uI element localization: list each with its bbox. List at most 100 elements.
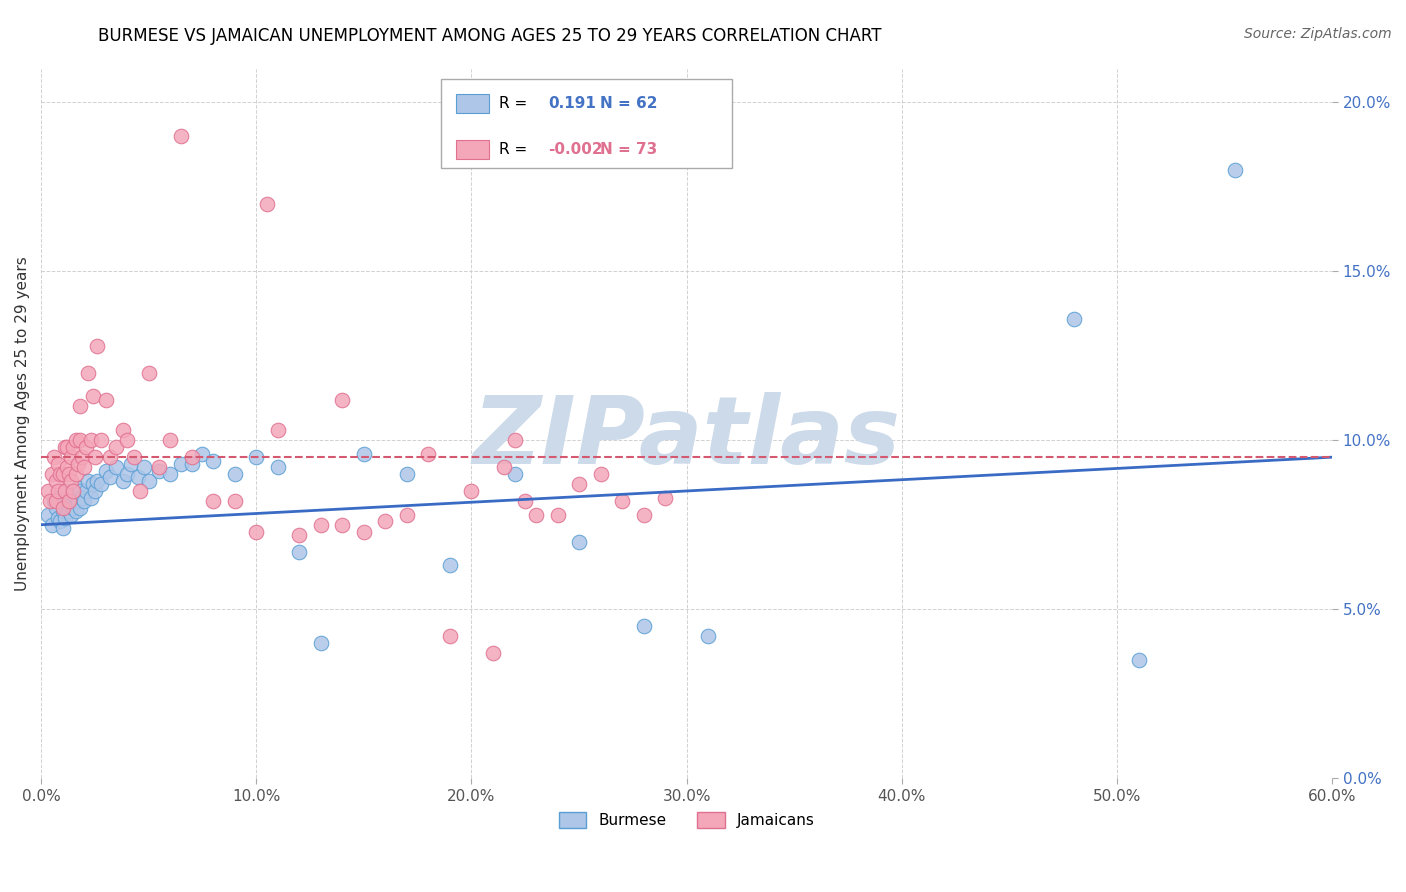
Legend: Burmese, Jamaicans: Burmese, Jamaicans <box>553 806 821 834</box>
Point <box>224 467 246 481</box>
Point <box>245 450 267 465</box>
Point <box>460 483 482 498</box>
Text: Source: ZipAtlas.com: Source: ZipAtlas.com <box>1244 27 1392 41</box>
Point <box>79 491 101 505</box>
Point <box>56 500 79 515</box>
Point <box>37 508 59 522</box>
Point <box>70 450 93 465</box>
Point <box>62 500 84 515</box>
Text: -0.002: -0.002 <box>548 142 603 157</box>
Point <box>170 129 193 144</box>
Point <box>568 534 591 549</box>
Point <box>202 494 225 508</box>
Point <box>633 508 655 522</box>
Point <box>105 460 128 475</box>
Point <box>98 470 121 484</box>
Point <box>82 477 104 491</box>
Point <box>111 474 134 488</box>
Point <box>58 491 80 505</box>
FancyBboxPatch shape <box>456 140 489 159</box>
Point <box>56 483 79 498</box>
Point <box>58 504 80 518</box>
Y-axis label: Unemployment Among Ages 25 to 29 years: Unemployment Among Ages 25 to 29 years <box>15 256 30 591</box>
Point <box>53 511 76 525</box>
Point <box>75 440 97 454</box>
Point <box>418 447 440 461</box>
Point <box>69 400 91 414</box>
Point <box>515 494 537 508</box>
Point <box>180 457 202 471</box>
Point <box>58 494 80 508</box>
Point <box>148 460 170 475</box>
Point <box>267 423 290 437</box>
Point <box>60 474 83 488</box>
Point <box>202 453 225 467</box>
Point <box>86 474 108 488</box>
Point <box>69 483 91 498</box>
Point <box>654 491 676 505</box>
Point <box>62 487 84 501</box>
Point <box>46 483 69 498</box>
Point <box>492 460 515 475</box>
Point <box>309 517 332 532</box>
Point <box>94 392 117 407</box>
Point <box>52 500 75 515</box>
Point <box>38 494 60 508</box>
Point <box>288 545 311 559</box>
Point <box>374 515 396 529</box>
FancyBboxPatch shape <box>441 79 733 168</box>
Point <box>60 450 83 465</box>
Point <box>115 434 138 448</box>
Point <box>56 440 79 454</box>
Point <box>41 517 63 532</box>
Text: R =: R = <box>499 142 527 157</box>
Point <box>482 646 505 660</box>
Point <box>46 491 69 505</box>
Point <box>62 483 84 498</box>
Text: N = 73: N = 73 <box>600 142 658 157</box>
Point <box>589 467 612 481</box>
Point <box>610 494 633 508</box>
Point <box>69 434 91 448</box>
Point <box>79 434 101 448</box>
Text: BURMESE VS JAMAICAN UNEMPLOYMENT AMONG AGES 25 TO 29 YEARS CORRELATION CHART: BURMESE VS JAMAICAN UNEMPLOYMENT AMONG A… <box>98 27 882 45</box>
Point <box>45 500 67 515</box>
Point <box>53 440 76 454</box>
Point <box>66 457 89 471</box>
Point <box>180 450 202 465</box>
Point <box>52 467 75 481</box>
Text: N = 62: N = 62 <box>600 95 658 111</box>
Point <box>138 474 160 488</box>
Point <box>58 467 80 481</box>
Point <box>49 515 72 529</box>
Point <box>84 450 107 465</box>
Point <box>1225 162 1247 177</box>
Point <box>138 366 160 380</box>
Point <box>170 457 193 471</box>
Point <box>267 460 290 475</box>
Point <box>41 467 63 481</box>
Point <box>503 434 526 448</box>
Point <box>84 483 107 498</box>
Point <box>353 524 375 539</box>
Point <box>46 457 69 471</box>
Point <box>53 483 76 498</box>
Point <box>121 457 143 471</box>
Point <box>224 494 246 508</box>
Point <box>37 483 59 498</box>
Point <box>547 508 569 522</box>
Point <box>633 619 655 633</box>
Point <box>82 389 104 403</box>
Point <box>353 447 375 461</box>
Point <box>439 629 461 643</box>
Point <box>115 467 138 481</box>
Point <box>65 504 87 518</box>
Point <box>46 511 69 525</box>
Point <box>105 440 128 454</box>
Point <box>73 460 96 475</box>
Point <box>77 366 100 380</box>
Point <box>309 636 332 650</box>
Point <box>94 464 117 478</box>
Point <box>77 474 100 488</box>
Point <box>86 338 108 352</box>
